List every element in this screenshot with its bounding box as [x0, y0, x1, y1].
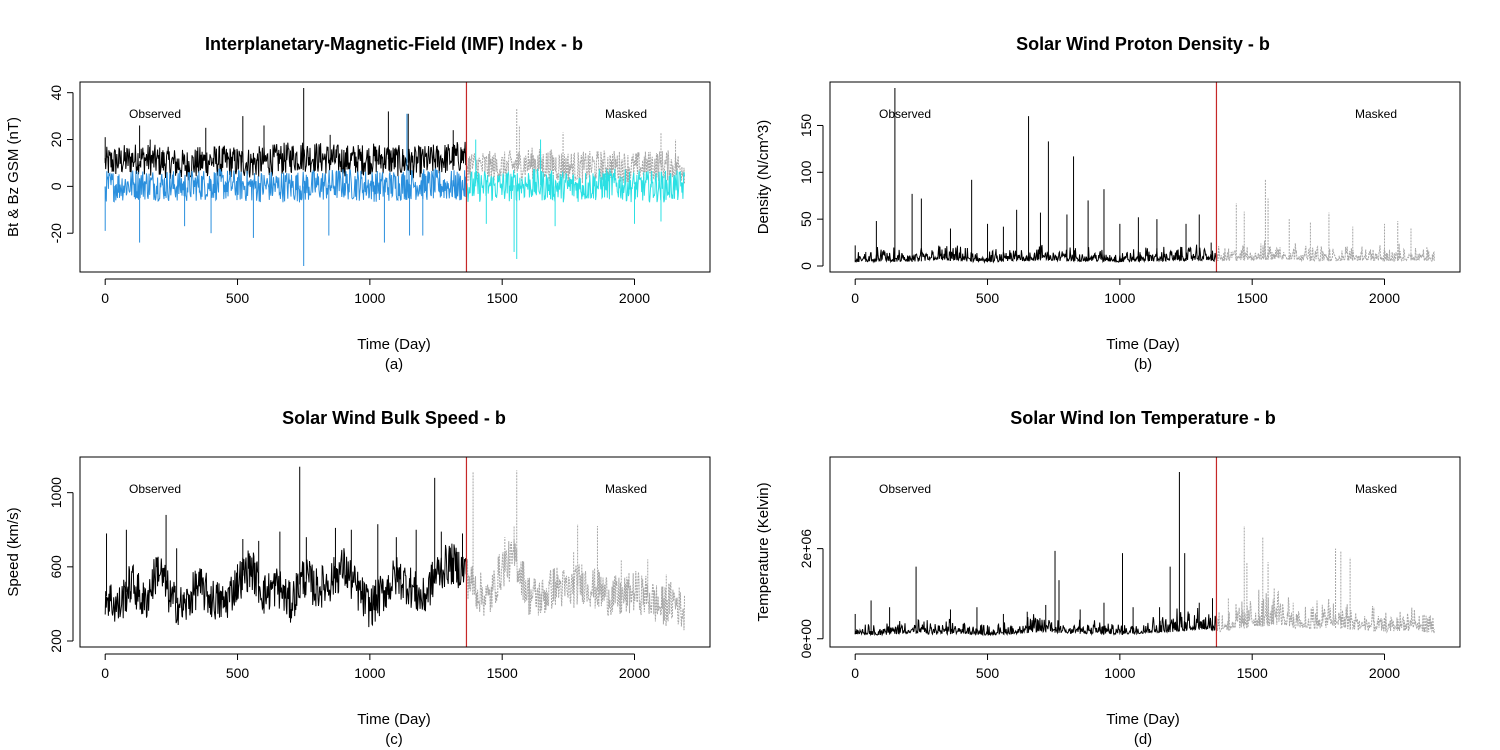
- panel-d-x-tick-label-3: 1500: [1237, 665, 1268, 681]
- panel-c-x-tick-label-4: 2000: [619, 665, 650, 681]
- panel-d-plot: 0 500 1000 1500 2000 0e+00 2e+06: [798, 456, 1461, 681]
- panel-c-masked-label: Masked: [605, 482, 647, 496]
- panel-d-x-tick-label-4: 2000: [1369, 665, 1400, 681]
- panel-a-x-tick-label-0: 0: [101, 290, 109, 306]
- panel-c-frame: [79, 456, 711, 648]
- panel-a-series-3-line: [466, 168, 685, 203]
- panel-b-y-tick-label-2: 100: [798, 160, 814, 184]
- panel-b-title: Solar Wind Proton Density - b: [1016, 34, 1270, 54]
- panel-c-observed-label: Observed: [129, 482, 181, 496]
- panel-d-ylabel: Temperature (Kelvin): [755, 482, 772, 621]
- panel-a: Interplanetary-Magnetic-Field (IMF) Inde…: [5, 34, 711, 373]
- panel-c: Solar Wind Bulk Speed - b 0 500 1000 1500 20…: [5, 408, 711, 748]
- panel-a-y-tick-label-1: 0: [48, 182, 64, 190]
- panel-a-ylabel: Bt & Bz GSM (nT): [5, 117, 22, 237]
- panel-a-sublabel: (a): [385, 356, 403, 373]
- panel-a-masked-label: Masked: [605, 107, 647, 121]
- panel-b-observed-label: Observed: [879, 107, 931, 121]
- panel-b: Solar Wind Proton Density - b 0 500 1000 15…: [755, 34, 1461, 373]
- panel-b-x-tick-label-1: 500: [976, 290, 1000, 306]
- panel-a-y-tick-label-0: -20: [48, 223, 64, 243]
- panel-c-plot: 0 500 1000 1500 2000 200 600 1000: [48, 456, 711, 681]
- panel-d-observed-label: Observed: [879, 482, 931, 496]
- panel-b-x-tick-label-2: 1000: [1104, 290, 1135, 306]
- panel-a-x-tick-label-3: 1500: [487, 290, 518, 306]
- panel-b-plot: 0 500 1000 1500 2000 0 50 100 150: [798, 81, 1461, 306]
- panel-a-y-tick-label-3: 40: [48, 85, 64, 101]
- panel-b-y-tick-label-3: 150: [798, 114, 814, 138]
- panel-d-sublabel: (d): [1134, 731, 1152, 748]
- panel-d-y-tick-label-1: 2e+06: [798, 529, 814, 569]
- panel-b-masked-label: Masked: [1355, 107, 1397, 121]
- panel-c-y-tick-label-0: 200: [48, 629, 64, 653]
- panel-d-x-tick-label-0: 0: [851, 665, 859, 681]
- panel-a-series-1-line: [104, 167, 467, 203]
- panel-d-x-tick-label-2: 1000: [1104, 665, 1135, 681]
- panel-b-sublabel: (b): [1134, 356, 1152, 373]
- panel-b-series-0-line: [854, 244, 1217, 264]
- panel-a-frame: [79, 81, 711, 273]
- panel-a-series-0-line: [104, 141, 467, 181]
- panel-a-plot: 0 500 1000 1500 2000 -20 0 20 40: [48, 81, 711, 306]
- panel-b-x-tick-label-4: 2000: [1369, 290, 1400, 306]
- panel-d-frame: [829, 456, 1461, 648]
- panel-c-y-tick-label-2: 1000: [48, 477, 64, 508]
- panel-b-frame: [829, 81, 1461, 273]
- panel-c-sublabel: (c): [385, 731, 403, 748]
- panel-b-x-tick-label-0: 0: [851, 290, 859, 306]
- panel-a-x-tick-label-4: 2000: [619, 290, 650, 306]
- panel-c-x-tick-label-1: 500: [226, 665, 250, 681]
- panel-b-y-tick-label-0: 0: [798, 262, 814, 270]
- panel-d-title: Solar Wind Ion Temperature - b: [1010, 408, 1276, 428]
- panel-a-x-tick-label-2: 1000: [354, 290, 385, 306]
- panel-d-xlabel: Time (Day): [1106, 711, 1180, 728]
- panel-b-ylabel: Density (N/cm^3): [755, 120, 772, 235]
- panel-b-x-tick-label-3: 1500: [1237, 290, 1268, 306]
- panel-d-masked-label: Masked: [1355, 482, 1397, 496]
- panel-a-observed-label: Observed: [129, 107, 181, 121]
- panel-b-y-tick-label-1: 50: [798, 211, 814, 227]
- panel-a-series-2-line: [466, 147, 685, 184]
- panel-d-y-tick-label-0: 0e+00: [798, 619, 814, 659]
- panel-d: Solar Wind Ion Temperature - b 0 500 1000 1…: [755, 408, 1461, 748]
- panel-d-x-tick-label-1: 500: [976, 665, 1000, 681]
- panel-a-title: Interplanetary-Magnetic-Field (IMF) Inde…: [205, 34, 583, 54]
- panel-c-x-tick-label-2: 1000: [354, 665, 385, 681]
- panel-c-x-tick-label-3: 1500: [487, 665, 518, 681]
- panel-c-series-1-line: [466, 538, 685, 631]
- panel-c-series-0-line: [104, 543, 467, 628]
- panel-b-xlabel: Time (Day): [1106, 336, 1180, 353]
- panel-c-ylabel: Speed (km/s): [5, 507, 22, 596]
- panel-c-x-tick-label-0: 0: [101, 665, 109, 681]
- panel-c-title: Solar Wind Bulk Speed - b: [282, 408, 506, 428]
- panel-b-series-1-line: [1216, 240, 1435, 263]
- panel-d-series-0-line: [854, 607, 1217, 637]
- panel-c-y-tick-label-1: 600: [48, 555, 64, 579]
- panel-c-xlabel: Time (Day): [357, 711, 431, 728]
- panel-a-x-tick-label-1: 500: [226, 290, 250, 306]
- panel-a-y-tick-label-2: 20: [48, 132, 64, 148]
- panel-d-series-1-line: [1216, 587, 1435, 634]
- panel-a-xlabel: Time (Day): [357, 336, 431, 353]
